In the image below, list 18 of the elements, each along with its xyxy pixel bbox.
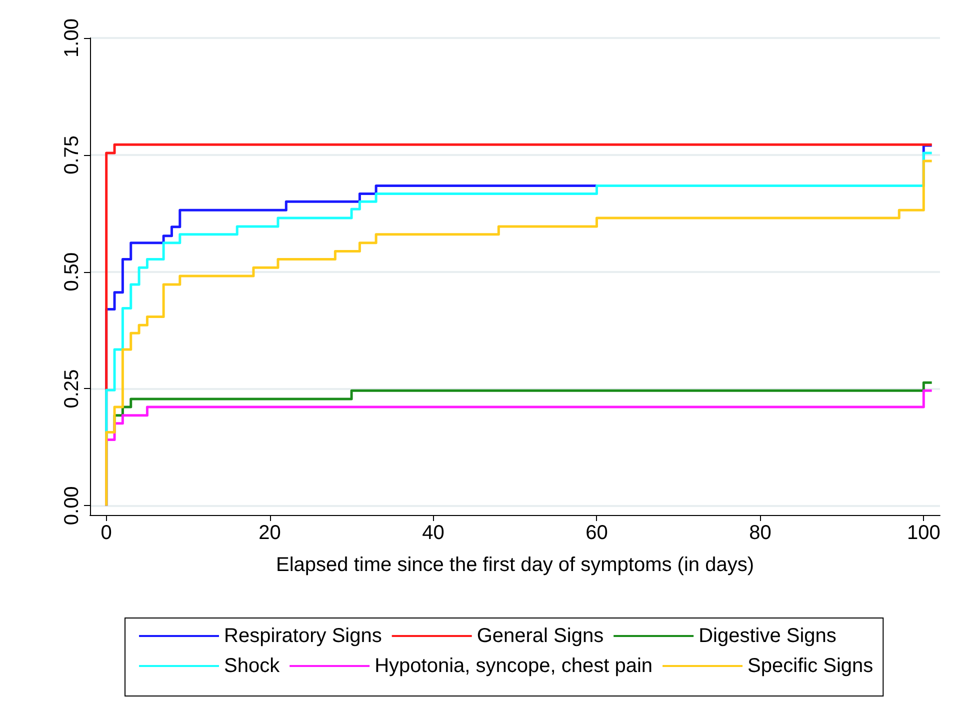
y-tick-label: 1.00 — [61, 18, 83, 58]
x-axis-title: Elapsed time since the first day of symptoms (in days) — [276, 554, 754, 576]
y-tick-label: 0.75 — [61, 135, 83, 174]
y-tick-label: 0.00 — [61, 486, 83, 526]
legend-label: Respiratory Signs — [224, 625, 382, 647]
legend-label: Shock — [224, 655, 281, 677]
x-tick-label: 20 — [258, 522, 281, 544]
legend-label: General Signs — [476, 625, 604, 647]
legend-label: Specific Signs — [748, 655, 874, 677]
x-tick-label: 100 — [906, 522, 940, 544]
x-tick-label: 80 — [749, 522, 772, 544]
x-tick-label: 60 — [586, 522, 608, 544]
x-tick-label: 40 — [422, 522, 444, 544]
y-tick-label: 0.50 — [61, 252, 83, 292]
y-tick-label: 0.25 — [61, 369, 83, 408]
legend-label: Digestive Signs — [698, 625, 836, 647]
x-tick-label: 0 — [100, 522, 112, 544]
legend-label: Hypotonia, syncope, chest pain — [374, 655, 653, 677]
